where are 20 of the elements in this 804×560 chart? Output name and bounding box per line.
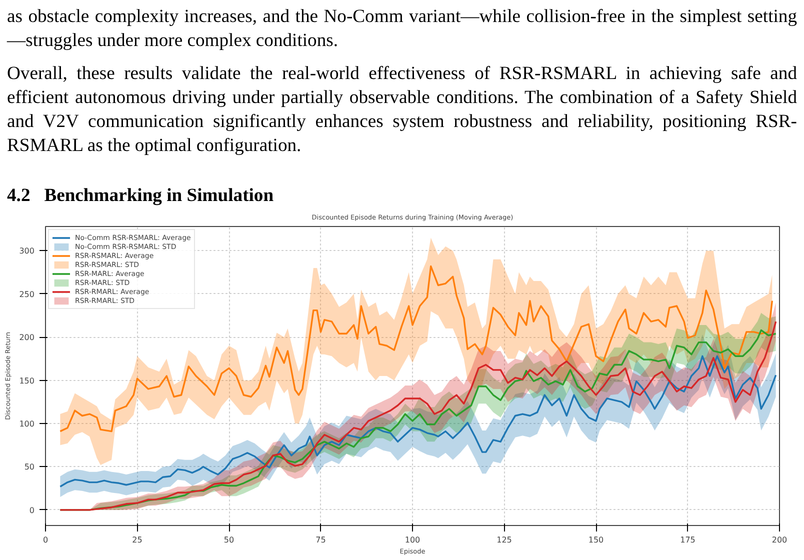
y-tick-label: 150	[19, 376, 35, 386]
y-tick-label: 50	[24, 462, 35, 472]
y-tick-label: 100	[19, 420, 35, 429]
text: Overall, these results validate the real-world effectiveness of RSR-RSMARL in achieving safe and efficient autonomous driving under partially observable conditions. The combination of a Safety Shield and V2V communication significantly enhances system robustness and reliability, positioning RSR-RSMARL as the optimal configuration.	[7, 62, 797, 158]
x-tick-label: 150	[588, 536, 604, 544]
x-tick-label: 0	[42, 536, 48, 544]
x-tick-label: 200	[772, 536, 788, 544]
x-tick-label: 175	[680, 536, 696, 544]
y-tick-label: 0	[29, 506, 35, 515]
y-tick-label: 200	[19, 333, 35, 342]
x-tick-label: 50	[224, 536, 234, 544]
text: as obstacle complexity increases, and the No-Comm variant—while collision-free in the simplest setting—struggles under more complex conditions.	[7, 5, 797, 53]
line-series	[59, 355, 777, 488]
y-tick-label: 300	[19, 246, 35, 256]
x-tick-label: 125	[496, 536, 512, 544]
x-tick-label: 100	[404, 536, 420, 544]
text: 4.2 Benchmarking in Simulation	[7, 184, 275, 208]
x-tick-label: 75	[316, 536, 326, 544]
y-tick-label: 250	[19, 290, 35, 299]
x-tick-label: 25	[132, 536, 142, 544]
